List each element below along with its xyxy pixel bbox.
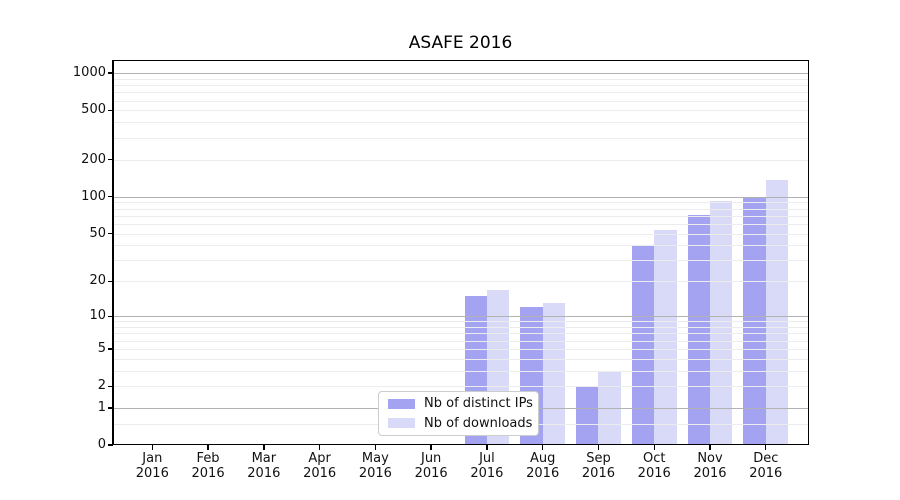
gridline-6	[113, 340, 808, 342]
y-tick-mark-1	[108, 407, 113, 409]
x-tick-mark-apr	[318, 445, 321, 450]
legend: Nb of distinct IPs Nb of downloads	[378, 391, 539, 436]
y-tick-label-50: 50	[89, 225, 106, 241]
gridline-90	[113, 202, 808, 204]
top-spine	[112, 60, 809, 62]
gridline-8	[113, 327, 808, 329]
gridline-80	[113, 208, 808, 210]
gridline-900	[113, 78, 808, 80]
x-tick-mark-feb	[207, 445, 209, 450]
y-tick-mark-100	[108, 196, 113, 198]
y-tick-label-1: 1	[97, 400, 106, 416]
gridline-20	[113, 281, 808, 283]
legend-item-downloads: Nb of downloads	[379, 415, 538, 431]
x-tick-mark-mar	[263, 445, 265, 450]
y-tick-label-5: 5	[97, 340, 106, 356]
x-tick-label-may: May 2016	[358, 451, 392, 481]
x-tick-label-mar: Mar 2016	[247, 451, 281, 481]
bar-oct-distinct-ips	[631, 245, 655, 445]
bar-sep-downloads	[598, 370, 621, 445]
bar-nov-downloads	[710, 200, 733, 445]
x-tick-label-nov: Nov 2016	[693, 451, 727, 481]
x-tick-label-sep: Sep 2016	[581, 451, 615, 481]
x-tick-mark-dec	[765, 445, 767, 450]
gridline-10	[113, 316, 808, 318]
x-tick-label-jun: Jun 2016	[414, 451, 448, 481]
gridline-800	[113, 85, 808, 87]
x-tick-label-oct: Oct 2016	[637, 451, 671, 481]
x-tick-mark-jul	[486, 445, 488, 450]
plot-area	[113, 60, 808, 445]
bar-oct-downloads	[654, 229, 677, 445]
gridline-40	[113, 245, 808, 247]
y-tick-mark-500	[108, 109, 113, 112]
gridline-5	[113, 348, 808, 350]
y-tick-mark-10	[108, 315, 113, 317]
y-tick-mark-200	[108, 158, 113, 161]
gridline-400	[113, 122, 808, 124]
gridline-700	[113, 92, 808, 94]
y-tick-label-100: 100	[81, 188, 106, 204]
legend-label-downloads: Nb of downloads	[424, 415, 533, 431]
gridline-7	[113, 333, 808, 335]
gridline-2	[113, 386, 808, 388]
gridline-70	[113, 215, 808, 217]
y-tick-label-10: 10	[89, 308, 106, 324]
bottom-spine	[112, 443, 809, 446]
x-tick-label-feb: Feb 2016	[191, 451, 225, 481]
gridline-9	[113, 321, 808, 323]
bar-sep-distinct-ips	[576, 386, 599, 445]
gridline-30	[113, 260, 808, 262]
x-tick-label-apr: Apr 2016	[303, 451, 337, 481]
gridline-200	[113, 159, 808, 161]
y-tick-label-0: 0	[97, 437, 106, 452]
gridline-60	[113, 223, 808, 225]
right-spine	[807, 60, 809, 445]
gridline-3	[113, 370, 808, 372]
x-tick-label-aug: Aug 2016	[526, 451, 560, 481]
y-tick-mark-50	[108, 232, 113, 235]
bar-aug-downloads	[542, 303, 565, 445]
legend-swatch-distinct-ips	[388, 398, 415, 409]
bar-nov-distinct-ips	[687, 214, 710, 445]
x-tick-mark-nov	[709, 445, 711, 450]
x-tick-label-jan: Jan 2016	[135, 451, 169, 481]
left-spine	[112, 60, 114, 445]
gridline-100	[113, 196, 808, 198]
y-tick-mark-20	[108, 280, 113, 283]
y-tick-mark-0	[108, 444, 113, 446]
y-tick-label-500: 500	[81, 102, 106, 118]
gridline-300	[113, 137, 808, 139]
x-tick-label-dec: Dec 2016	[749, 451, 783, 481]
y-tick-label-200: 200	[81, 151, 106, 167]
x-tick-mark-aug	[541, 445, 544, 450]
y-tick-label-2: 2	[97, 378, 106, 394]
x-tick-mark-jun	[430, 445, 432, 450]
bar-dec-distinct-ips	[743, 196, 766, 445]
gridline-50	[113, 233, 808, 235]
gridline-1000	[113, 73, 808, 75]
gridline-500	[113, 110, 808, 112]
legend-label-distinct-ips: Nb of distinct IPs	[424, 396, 533, 412]
legend-swatch-downloads	[388, 418, 415, 429]
chart-title: ASAFE 2016	[408, 33, 513, 53]
y-tick-mark-5	[108, 348, 113, 350]
x-tick-label-jul: Jul 2016	[470, 451, 504, 481]
legend-item-distinct-ips: Nb of distinct IPs	[379, 396, 538, 412]
x-tick-mark-oct	[653, 445, 655, 450]
y-tick-label-20: 20	[89, 273, 106, 289]
grid-layer	[113, 60, 808, 445]
gridline-600	[113, 100, 808, 102]
y-tick-mark-2	[108, 385, 113, 387]
x-tick-mark-may	[374, 445, 377, 450]
x-tick-mark-sep	[597, 445, 600, 450]
y-tick-mark-1000	[108, 72, 113, 74]
gridline-4	[113, 358, 808, 360]
y-tick-label-1000: 1000	[72, 65, 106, 81]
x-tick-mark-jan	[151, 445, 153, 450]
